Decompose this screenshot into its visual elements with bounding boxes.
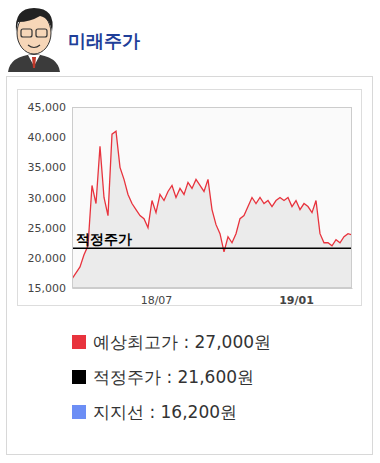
fair-price-label: 적정주가	[76, 231, 132, 247]
y-tick-label: 35,000	[28, 161, 67, 174]
x-axis-line	[73, 288, 353, 289]
y-tick: 45,000	[28, 101, 73, 114]
legend-label: 예상최고가 : 27,000원	[93, 332, 271, 352]
y-tick-label: 30,000	[28, 192, 67, 205]
y-tick: 25,000	[28, 222, 73, 235]
title: 미래주가	[68, 30, 140, 51]
legend-label: 적정주가 : 21,600원	[93, 367, 254, 387]
legend-swatch	[72, 335, 86, 349]
y-tick: 30,000	[28, 192, 73, 205]
avatar-glasses	[21, 29, 32, 37]
price-area	[72, 131, 352, 288]
legend: 예상최고가 : 27,000원적정주가 : 21,600원지지선 : 16,20…	[72, 332, 271, 422]
x-axis: 18/07 19/01	[73, 288, 353, 307]
y-tick: 35,000	[28, 161, 73, 174]
outer-box	[7, 77, 373, 455]
plot-marks	[72, 131, 352, 288]
legend-swatch	[72, 370, 86, 384]
avatar-hair	[16, 8, 53, 32]
avatar-suit	[8, 54, 60, 72]
y-tick: 20,000	[28, 252, 73, 265]
y-tick-label: 45,000	[28, 101, 67, 114]
y-tick: 15,000	[28, 282, 73, 295]
fair-price-line	[72, 247, 352, 249]
avatar-mouth	[28, 45, 40, 48]
avatar	[8, 8, 60, 72]
x-tick-label: 19/01	[279, 294, 314, 307]
avatar-tie	[32, 57, 36, 68]
price-line	[72, 131, 352, 279]
avatar-glasses	[36, 29, 47, 37]
y-tick-label: 20,000	[28, 252, 67, 265]
legend-swatch	[72, 405, 86, 419]
y-tick-label: 40,000	[28, 131, 67, 144]
y-axis-line	[72, 108, 73, 289]
page: 미래주가 15,000 20,000 25,000 30,000 35,000 40,000…	[0, 0, 380, 463]
y-tick: 40,000	[28, 131, 73, 144]
y-tick-label: 25,000	[28, 222, 67, 235]
legend-label: 지지선 : 16,200원	[93, 402, 237, 422]
y-tick-label: 15,000	[28, 282, 67, 295]
x-tick: 19/01	[279, 288, 314, 307]
y-axis: 15,000 20,000 25,000 30,000 35,000 40,000 45,0…	[28, 101, 73, 295]
plot-frame	[73, 108, 352, 288]
x-tick: 18/07	[141, 288, 173, 307]
x-tick-label: 18/07	[141, 294, 173, 307]
chart-panel	[18, 90, 362, 306]
plot-background	[72, 107, 352, 288]
